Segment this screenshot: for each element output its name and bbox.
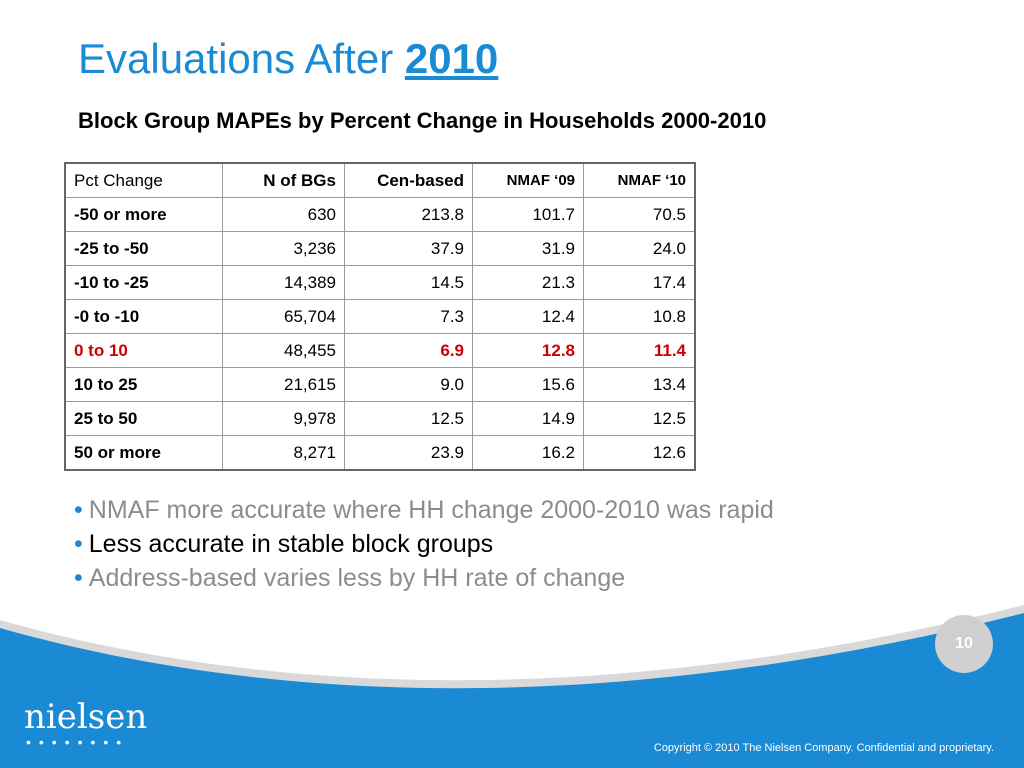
cell-cen-based: 9.0 — [344, 367, 473, 402]
table-row: -50 or more 630 213.8 101.7 70.5 — [64, 197, 696, 232]
title-year: 2010 — [404, 35, 499, 82]
cell-pct-change: -0 to -10 — [64, 299, 223, 334]
table-row: 25 to 50 9,978 12.5 14.9 12.5 — [64, 401, 696, 436]
header-pct-change: Pct Change — [64, 162, 223, 198]
cell-nmaf-10: 12.6 — [583, 435, 696, 471]
cell-nmaf-10: 12.5 — [583, 401, 696, 436]
nielsen-logo: nielsen — [24, 697, 148, 737]
cell-n-of-bgs: 65,704 — [222, 299, 345, 334]
cell-cen-based: 14.5 — [344, 265, 473, 300]
cell-nmaf-09: 31.9 — [472, 231, 584, 266]
cell-cen-based: 6.9 — [344, 333, 473, 368]
header-cen-based: Cen-based — [344, 162, 473, 198]
cell-cen-based: 213.8 — [344, 197, 473, 232]
cell-nmaf-09: 14.9 — [472, 401, 584, 436]
bullet-item: • Address-based varies less by HH rate of… — [74, 561, 774, 595]
cell-nmaf-09: 15.6 — [472, 367, 584, 402]
cell-n-of-bgs: 9,978 — [222, 401, 345, 436]
cell-n-of-bgs: 3,236 — [222, 231, 345, 266]
cell-pct-change: 50 or more — [64, 435, 223, 471]
cell-pct-change: 10 to 25 — [64, 367, 223, 402]
cell-nmaf-09: 12.8 — [472, 333, 584, 368]
bullet-dot-icon: • — [74, 564, 83, 592]
slide-subtitle: Block Group MAPEs by Percent Change in H… — [78, 108, 767, 133]
cell-pct-change: 25 to 50 — [64, 401, 223, 436]
cell-nmaf-10: 17.4 — [583, 265, 696, 300]
bullet-item: • NMAF more accurate where HH change 2000… — [74, 493, 774, 527]
mape-table: Pct Change N of BGs Cen-based NMAF ‘09 N… — [64, 162, 696, 471]
bullet-text: NMAF more accurate where HH change 2000-… — [88, 496, 774, 524]
page-number-badge: 10 — [935, 615, 993, 673]
copyright-notice: Copyright © 2010 The Nielsen Company. Co… — [653, 742, 994, 754]
cell-nmaf-09: 12.4 — [472, 299, 584, 334]
cell-n-of-bgs: 21,615 — [222, 367, 345, 402]
cell-cen-based: 12.5 — [344, 401, 473, 436]
cell-nmaf-10: 13.4 — [583, 367, 696, 402]
cell-nmaf-09: 101.7 — [472, 197, 584, 232]
table-row: 50 or more 8,271 23.9 16.2 12.6 — [64, 435, 696, 471]
cell-cen-based: 37.9 — [344, 231, 473, 266]
title-prefix: Evaluations After — [78, 35, 394, 82]
bullet-dot-icon: • — [74, 496, 83, 524]
cell-pct-change: -10 to -25 — [64, 265, 223, 300]
cell-pct-change: -25 to -50 — [64, 231, 223, 266]
table-row: -0 to -10 65,704 7.3 12.4 10.8 — [64, 299, 696, 334]
table-row: -25 to -50 3,236 37.9 31.9 24.0 — [64, 231, 696, 266]
table-row: -10 to -25 14,389 14.5 21.3 17.4 — [64, 265, 696, 300]
cell-pct-change: 0 to 10 — [64, 333, 223, 368]
table-row-highlighted: 0 to 10 48,455 6.9 12.8 11.4 — [64, 333, 696, 368]
bullet-text: Address-based varies less by HH rate of … — [88, 564, 626, 592]
slide-title: Evaluations After 2010 — [78, 38, 498, 80]
header-nmaf-10: NMAF ‘10 — [583, 162, 696, 198]
cell-cen-based: 7.3 — [344, 299, 473, 334]
cell-cen-based: 23.9 — [344, 435, 473, 471]
cell-n-of-bgs: 48,455 — [222, 333, 345, 368]
table-header-row: Pct Change N of BGs Cen-based NMAF ‘09 N… — [64, 162, 696, 198]
cell-nmaf-10: 70.5 — [583, 197, 696, 232]
cell-n-of-bgs: 630 — [222, 197, 345, 232]
cell-nmaf-10: 10.8 — [583, 299, 696, 334]
cell-n-of-bgs: 14,389 — [222, 265, 345, 300]
bullet-item: • Less accurate in stable block groups — [74, 527, 774, 561]
table-row: 10 to 25 21,615 9.0 15.6 13.4 — [64, 367, 696, 402]
bullet-dot-icon: • — [74, 530, 83, 558]
cell-nmaf-10: 11.4 — [583, 333, 696, 368]
cell-nmaf-09: 16.2 — [472, 435, 584, 471]
cell-pct-change: -50 or more — [64, 197, 223, 232]
cell-n-of-bgs: 8,271 — [222, 435, 345, 471]
logo-dots-icon: •••••••• — [26, 734, 130, 750]
cell-nmaf-09: 21.3 — [472, 265, 584, 300]
header-n-of-bgs: N of BGs — [222, 162, 345, 198]
header-nmaf-09: NMAF ‘09 — [472, 162, 584, 198]
bullet-text: Less accurate in stable block groups — [88, 530, 494, 558]
bullet-list: • NMAF more accurate where HH change 2000… — [74, 493, 774, 595]
cell-nmaf-10: 24.0 — [583, 231, 696, 266]
